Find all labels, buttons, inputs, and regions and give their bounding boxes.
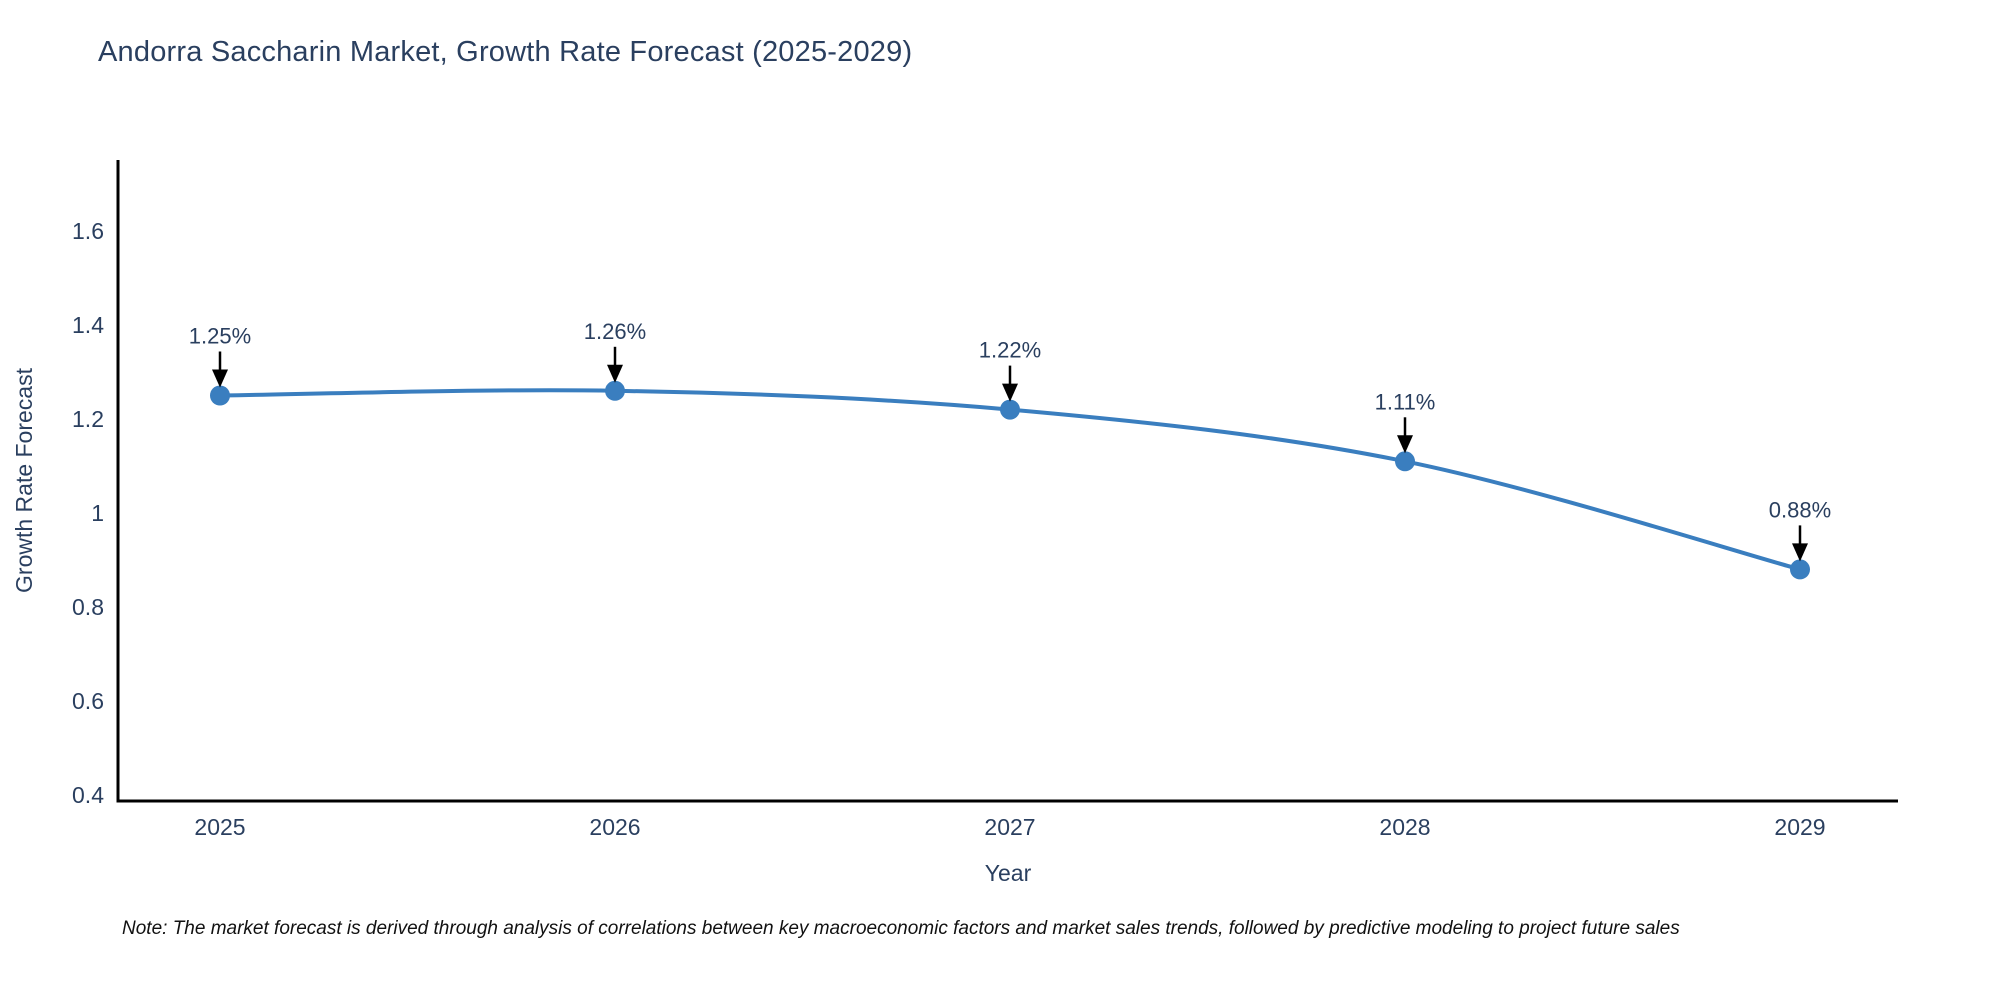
y-axis-title: Growth Rate Forecast (11, 367, 37, 593)
point-value-label: 0.88% (1769, 497, 1831, 522)
y-tick-label: 0.6 (72, 688, 104, 714)
x-tick-label: 2028 (1379, 814, 1430, 840)
data-point[interactable] (1395, 451, 1415, 472)
annotation-arrowhead (1397, 435, 1413, 454)
annotation-arrowhead (1002, 383, 1018, 402)
x-tick-label: 2026 (589, 814, 640, 840)
y-tick-label: 0.4 (72, 782, 104, 808)
y-tick-label: 0.8 (72, 594, 104, 620)
plot-area[interactable] (118, 160, 1898, 801)
y-tick-label: 1 (91, 500, 104, 526)
y-tick-label: 1.4 (72, 312, 104, 338)
point-value-label: 1.25% (189, 324, 251, 349)
point-value-label: 1.22% (979, 338, 1041, 363)
annotation-arrowhead (212, 369, 228, 388)
point-value-label: 1.26% (584, 319, 646, 344)
point-value-label: 1.11% (1375, 389, 1436, 414)
y-tick-label: 1.2 (72, 406, 104, 432)
annotation-arrowhead (1792, 543, 1808, 562)
y-tick-label: 1.6 (72, 218, 104, 244)
annotation-arrowhead (607, 364, 623, 383)
chart-title: Andorra Saccharin Market, Growth Rate Fo… (98, 36, 913, 68)
data-point[interactable] (605, 380, 625, 401)
footnote: Note: The market forecast is derived thr… (122, 918, 1680, 939)
data-point[interactable] (210, 385, 230, 406)
x-tick-label: 2029 (1774, 814, 1825, 840)
data-point[interactable] (1790, 559, 1810, 580)
x-axis-title: Year (985, 860, 1032, 886)
x-tick-label: 2025 (194, 814, 245, 840)
data-point[interactable] (1000, 399, 1020, 420)
x-tick-label: 2027 (984, 814, 1035, 840)
